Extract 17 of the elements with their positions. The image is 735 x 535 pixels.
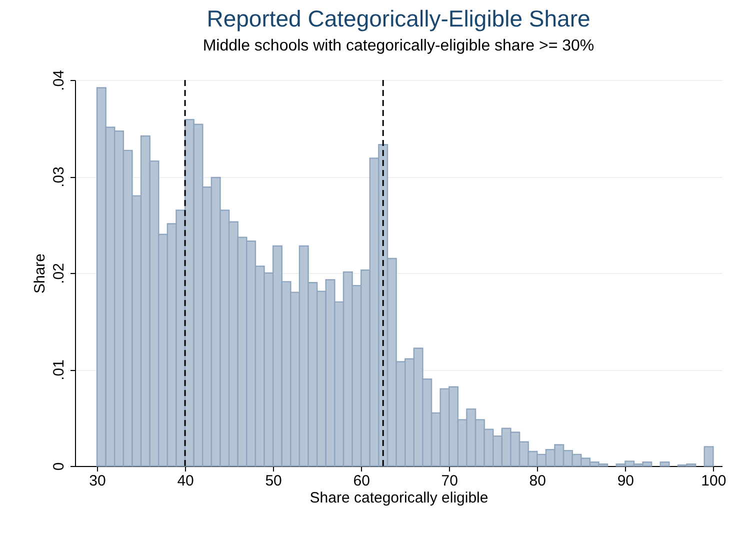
chart-title: Reported Categorically-Eligible Share: [206, 6, 590, 32]
x-tick-label: 80: [529, 472, 546, 490]
y-axis-title: Share: [32, 253, 48, 294]
chart-subtitle: Middle schools with categorically-eligible share >= 30%: [202, 38, 594, 55]
x-tick-label: 90: [617, 472, 634, 490]
x-tick-label: 50: [265, 472, 282, 490]
y-tick-label: .01: [50, 360, 68, 380]
x-tick-label: 100: [701, 472, 726, 490]
x-axis-title: Share categorically eligible: [310, 490, 488, 506]
x-tick-label: 30: [89, 472, 106, 490]
y-tick-label: 0: [50, 462, 68, 471]
x-tick-label: 60: [353, 472, 370, 490]
x-tick-label: 40: [177, 472, 194, 490]
y-tick-label: .04: [50, 70, 68, 91]
y-tick-label: .03: [50, 166, 68, 188]
y-tick-label: .02: [50, 263, 68, 284]
x-tick-label: 70: [441, 472, 458, 490]
